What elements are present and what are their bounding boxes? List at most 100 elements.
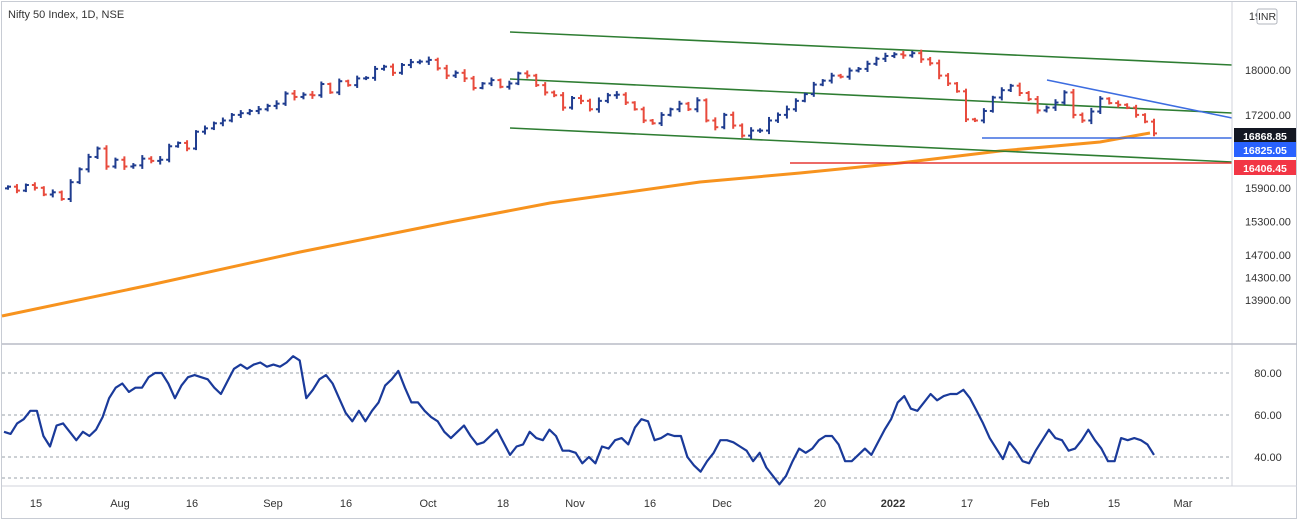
- time-tick-label: Feb: [1031, 498, 1050, 510]
- ohlc-bar: [578, 94, 584, 105]
- ohlc-bar: [560, 92, 567, 111]
- time-tick-label: 16: [186, 498, 198, 510]
- ohlc-bar: [407, 58, 414, 69]
- ohlc-bar: [228, 113, 235, 123]
- ohlc-bar: [703, 98, 710, 123]
- ohlc-bar: [766, 116, 773, 135]
- ohlc-bar: [1043, 105, 1050, 113]
- ohlc-bar: [425, 56, 432, 65]
- price-tick-label: 13900.00: [1245, 295, 1291, 307]
- time-tick-label: 20: [814, 498, 826, 510]
- ohlc-bar: [282, 91, 289, 106]
- time-tick-label: Mar: [1174, 498, 1193, 510]
- ohlc-bar: [891, 52, 898, 59]
- price-badge-label: 16406.45: [1243, 163, 1287, 175]
- ohlc-bar: [954, 82, 961, 93]
- moving-average-line: [1, 131, 1151, 318]
- ohlc-bar: [470, 75, 477, 91]
- ohlc-bar: [1007, 83, 1014, 93]
- trendlines-layer: [509, 31, 1233, 164]
- ohlc-bar: [318, 81, 325, 98]
- ohlc-bar: [372, 65, 379, 81]
- ohlc-bar: [819, 79, 826, 87]
- ohlc-bar: [210, 121, 217, 131]
- ohlc-bar: [381, 64, 388, 71]
- price-badge: [1234, 142, 1296, 157]
- ohlc-bar: [783, 105, 790, 119]
- ohlc-bar: [85, 153, 92, 173]
- price-badge-label: 16868.85: [1243, 131, 1287, 143]
- ohlc-bar: [76, 167, 83, 185]
- ohlc-bar: [1079, 112, 1086, 123]
- ohlc-bar: [5, 185, 11, 190]
- ohlc-bar: [873, 56, 880, 66]
- ohlc-bar: [864, 60, 871, 72]
- ohlc-bar: [434, 57, 441, 71]
- time-tick-label: 16: [644, 498, 656, 510]
- time-tick-label: 18: [497, 498, 509, 510]
- chart-title: Nifty 50 Index, 1D, NSE: [8, 9, 125, 21]
- ohlc-bar: [497, 78, 504, 89]
- ohlc-bar: [801, 92, 808, 103]
- ohlc-bar: [989, 95, 996, 113]
- ohlc-bar: [1061, 90, 1068, 105]
- ohlc-bar: [291, 90, 298, 101]
- ohlc-bar: [1016, 82, 1023, 97]
- ohlc-bar: [604, 92, 611, 104]
- ohlc-bar: [774, 112, 781, 123]
- ohlc-bar: [327, 82, 334, 94]
- ohlc-bar: [246, 108, 253, 116]
- ohlc-bar: [640, 106, 647, 124]
- ohlc-bar: [551, 90, 558, 98]
- rsi-layer: [3, 355, 1155, 486]
- ohlc-bar: [121, 156, 128, 170]
- ohlc-bar: [201, 125, 208, 135]
- ohlc-bar: [94, 146, 101, 159]
- ohlc-bar: [810, 81, 817, 97]
- ohlc-bar: [175, 141, 182, 148]
- ohlc-bar: [398, 62, 405, 75]
- price-tick-label: 15900.00: [1245, 183, 1291, 195]
- ohlc-bar: [1124, 103, 1131, 110]
- ohlc-bar: [255, 106, 262, 115]
- ohlc-bar: [443, 64, 450, 80]
- ohlc-bar: [49, 189, 56, 198]
- ohlc-bar: [345, 79, 352, 87]
- ohlc-bar: [1088, 107, 1095, 125]
- rsi-tick-label: 80.00: [1254, 368, 1282, 380]
- axes-layer: 18000.00 17200.00 15900.00 15300.00 14700.00…: [2, 2, 1297, 510]
- ohlc-bar: [103, 145, 110, 170]
- ohlc-bar: [130, 163, 137, 169]
- ohlc-bar: [676, 100, 683, 113]
- ohlc-bar: [354, 75, 361, 88]
- ohlc-bar: [918, 49, 925, 63]
- ohlc-bar: [971, 117, 978, 123]
- ohlc-bar: [595, 97, 602, 113]
- ohlc-bar: [927, 56, 934, 66]
- price-tick-label: 15300.00: [1245, 216, 1291, 228]
- ohlc-bar: [452, 70, 459, 78]
- ohlc-bar: [524, 70, 531, 79]
- ohlc-bar: [157, 156, 164, 165]
- ohlc-bar: [148, 156, 155, 164]
- rsi-tick-label: 60.00: [1254, 410, 1282, 422]
- currency-label: INR: [1258, 11, 1277, 23]
- ohlc-bar: [757, 128, 764, 133]
- ohlc-bar: [712, 117, 719, 131]
- ohlc-bar: [479, 82, 486, 90]
- rsi-tick-label: 40.00: [1254, 452, 1282, 464]
- ohlc-bar: [139, 155, 146, 169]
- ohlc-bar: [837, 73, 844, 79]
- moving-average-layer: [1, 131, 1151, 318]
- ohlc-bar: [631, 101, 638, 111]
- ohlc-bar: [13, 184, 20, 194]
- ohlc-bar: [31, 182, 38, 191]
- ohlc-bar: [667, 107, 674, 117]
- ohlc-bar: [58, 190, 65, 201]
- ohlc-bar: [962, 88, 969, 123]
- time-tick-label: Aug: [110, 498, 130, 510]
- ohlc-bar: [506, 80, 513, 90]
- ohlc-bar: [613, 91, 620, 99]
